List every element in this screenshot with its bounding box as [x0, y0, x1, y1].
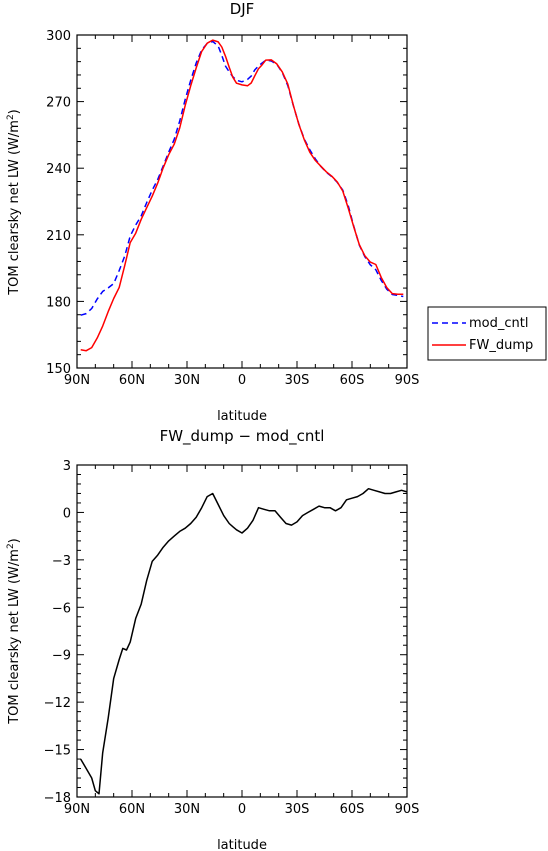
legend-label-fw-dump: FW_dump: [469, 338, 533, 353]
y-tick-label: 0: [63, 506, 71, 521]
y-axis-label-end: ): [7, 538, 22, 543]
y-axis-label: TOM clearsky net LW (W/m2): [6, 109, 22, 296]
series-line-mod-cntl: [80, 40, 404, 316]
plot-area: [80, 39, 404, 352]
x-tick-label: 30N: [174, 373, 200, 388]
legend: mod_cntl FW_dump: [427, 306, 547, 361]
y-tick-label: −12: [44, 696, 71, 711]
x-tick-label: 90S: [395, 802, 420, 817]
x-axis-label: latitude: [217, 838, 267, 851]
x-tick-label: 0: [238, 802, 246, 817]
x-tick-labels: 90N 60N 30N 0 30S 60S 90S: [64, 373, 420, 388]
y-tick-label: 300: [46, 29, 71, 44]
chart-title: FW_dump − mod_cntl: [160, 427, 325, 446]
x-tick-label: 90S: [395, 373, 420, 388]
y-tick-label: 3: [63, 459, 71, 474]
y-axis-label-sup: 2: [6, 543, 16, 549]
x-tick-label: 60N: [119, 373, 145, 388]
panel-difference: FW_dump − mod_cntl −18 −15 −12 −9 −6 −3 0 3 90N…: [6, 427, 419, 851]
y-tick-label: −9: [52, 649, 71, 664]
x-tick-label: 90N: [64, 802, 90, 817]
legend-label-mod-cntl: mod_cntl: [469, 316, 528, 331]
y-tick-label: −3: [52, 554, 71, 569]
x-tick-label: 60S: [340, 373, 365, 388]
plot-frame: [76, 34, 408, 369]
series-line-FW-dump: [80, 39, 404, 352]
x-tick-labels: 90N 60N 30N 0 30S 60S 90S: [64, 802, 420, 817]
y-tick-label: −18: [44, 791, 71, 806]
y-tick-label: 240: [46, 162, 71, 177]
y-axis-label: TOM clearsky net LW (W/m2): [6, 538, 22, 725]
series-line: [80, 487, 408, 795]
legend-box: [427, 306, 547, 361]
axis-ticks: [76, 464, 408, 798]
x-tick-label: 30S: [285, 373, 310, 388]
y-tick-label: −15: [44, 744, 71, 759]
x-tick-label: 30S: [285, 802, 310, 817]
x-tick-label: 90N: [64, 373, 90, 388]
y-tick-label: −6: [52, 601, 71, 616]
x-tick-label: 60S: [340, 802, 365, 817]
plot-area: [80, 487, 408, 795]
chart-title: DJF: [230, 0, 255, 18]
y-axis-label-base: TOM clearsky net LW (W/m: [7, 120, 22, 296]
x-tick-label: 60N: [119, 802, 145, 817]
y-axis-label-base: TOM clearsky net LW (W/m: [7, 549, 22, 725]
y-tick-labels: 150 180 210 240 270 300: [46, 29, 71, 377]
y-tick-label: 270: [46, 96, 71, 111]
y-tick-label: 180: [46, 295, 71, 310]
y-tick-labels: −18 −15 −12 −9 −6 −3 0 3: [44, 459, 71, 806]
x-axis-label: latitude: [217, 409, 267, 424]
y-axis-label-sup: 2: [6, 114, 16, 120]
y-tick-label: 210: [46, 229, 71, 244]
x-tick-label: 30N: [174, 802, 200, 817]
plot-frame: [76, 464, 408, 798]
y-tick-label: 150: [46, 362, 71, 377]
y-axis-label-end: ): [7, 109, 22, 114]
x-tick-label: 0: [238, 373, 246, 388]
